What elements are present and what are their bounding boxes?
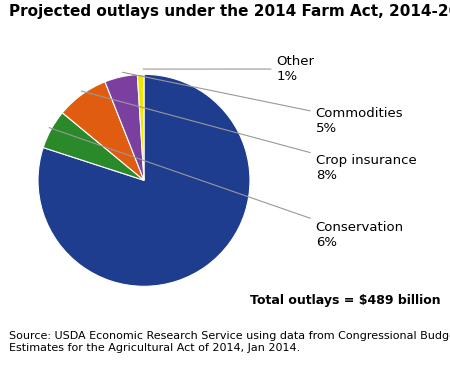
- Text: Source: USDA Economic Research Service using data from Congressional Budget Offi: Source: USDA Economic Research Service u…: [9, 331, 450, 353]
- Text: Other
1%: Other 1%: [143, 55, 315, 83]
- Text: Total outlays = $489 billion: Total outlays = $489 billion: [250, 294, 441, 307]
- Text: Nutrition
80%: Nutrition 80%: [0, 161, 1, 189]
- Text: Conservation
6%: Conservation 6%: [49, 128, 404, 250]
- Wedge shape: [38, 74, 250, 286]
- Wedge shape: [137, 74, 144, 180]
- Text: Projected outlays under the 2014 Farm Act, 2014-2018: Projected outlays under the 2014 Farm Ac…: [9, 4, 450, 19]
- Wedge shape: [43, 113, 144, 180]
- Wedge shape: [105, 75, 144, 180]
- Wedge shape: [63, 82, 144, 180]
- Text: Commodities
5%: Commodities 5%: [122, 72, 403, 135]
- Text: Crop insurance
8%: Crop insurance 8%: [81, 91, 416, 181]
